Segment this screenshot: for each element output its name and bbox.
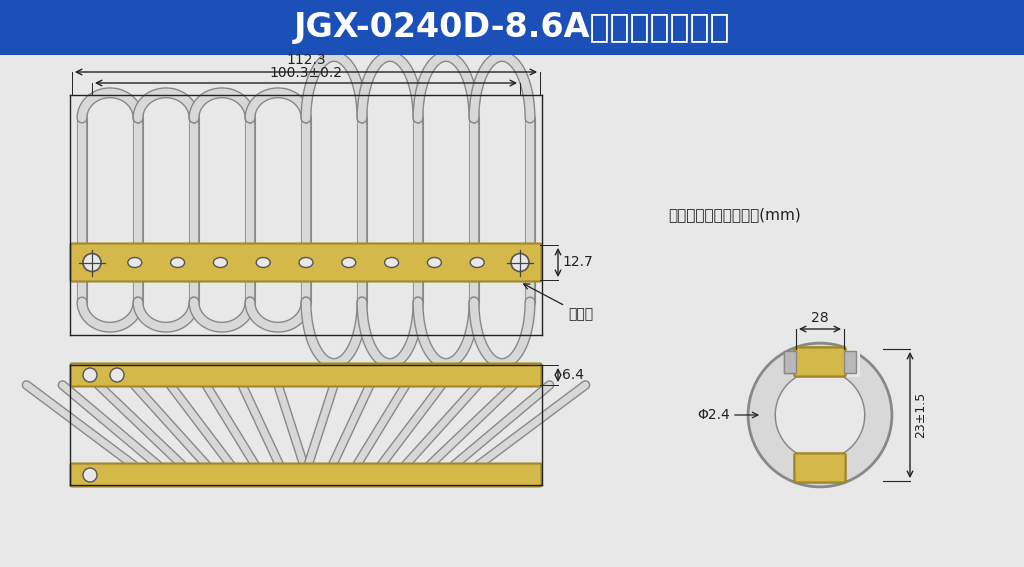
Ellipse shape — [213, 257, 227, 268]
FancyBboxPatch shape — [71, 463, 542, 486]
FancyBboxPatch shape — [795, 454, 846, 483]
Bar — [844, 351, 856, 373]
FancyBboxPatch shape — [795, 454, 846, 483]
Circle shape — [83, 253, 101, 272]
Circle shape — [776, 371, 864, 459]
Ellipse shape — [299, 257, 313, 268]
Ellipse shape — [171, 257, 184, 268]
Text: Φ2.4: Φ2.4 — [697, 408, 730, 422]
Text: 112.3: 112.3 — [286, 53, 326, 67]
Bar — [794, 347, 860, 377]
Ellipse shape — [342, 257, 355, 268]
Circle shape — [83, 468, 97, 482]
Ellipse shape — [427, 257, 441, 268]
Text: 12.7: 12.7 — [562, 256, 593, 269]
Bar — [794, 453, 846, 483]
Bar — [784, 351, 796, 373]
FancyBboxPatch shape — [71, 243, 542, 281]
Ellipse shape — [385, 257, 398, 268]
FancyBboxPatch shape — [795, 348, 846, 376]
Circle shape — [110, 368, 124, 382]
Bar — [844, 351, 856, 373]
Text: 注：所有尺寸均为毫米(mm): 注：所有尺寸均为毫米(mm) — [668, 208, 801, 222]
Text: 100.3±0.2: 100.3±0.2 — [269, 66, 342, 80]
Text: 28: 28 — [811, 311, 828, 325]
Ellipse shape — [470, 257, 484, 268]
Circle shape — [83, 368, 97, 382]
Bar — [784, 351, 796, 373]
Ellipse shape — [256, 257, 270, 268]
Text: 安装孔: 安装孔 — [523, 284, 593, 321]
FancyBboxPatch shape — [795, 348, 846, 376]
Bar — [0, 0, 1024, 55]
Text: 23±1.5: 23±1.5 — [914, 392, 927, 438]
Circle shape — [511, 253, 529, 272]
Text: 6.4: 6.4 — [562, 368, 584, 382]
Text: JGX-0240D-8.6A产品结构示意图: JGX-0240D-8.6A产品结构示意图 — [294, 11, 730, 44]
FancyBboxPatch shape — [71, 363, 542, 387]
Ellipse shape — [128, 257, 141, 268]
